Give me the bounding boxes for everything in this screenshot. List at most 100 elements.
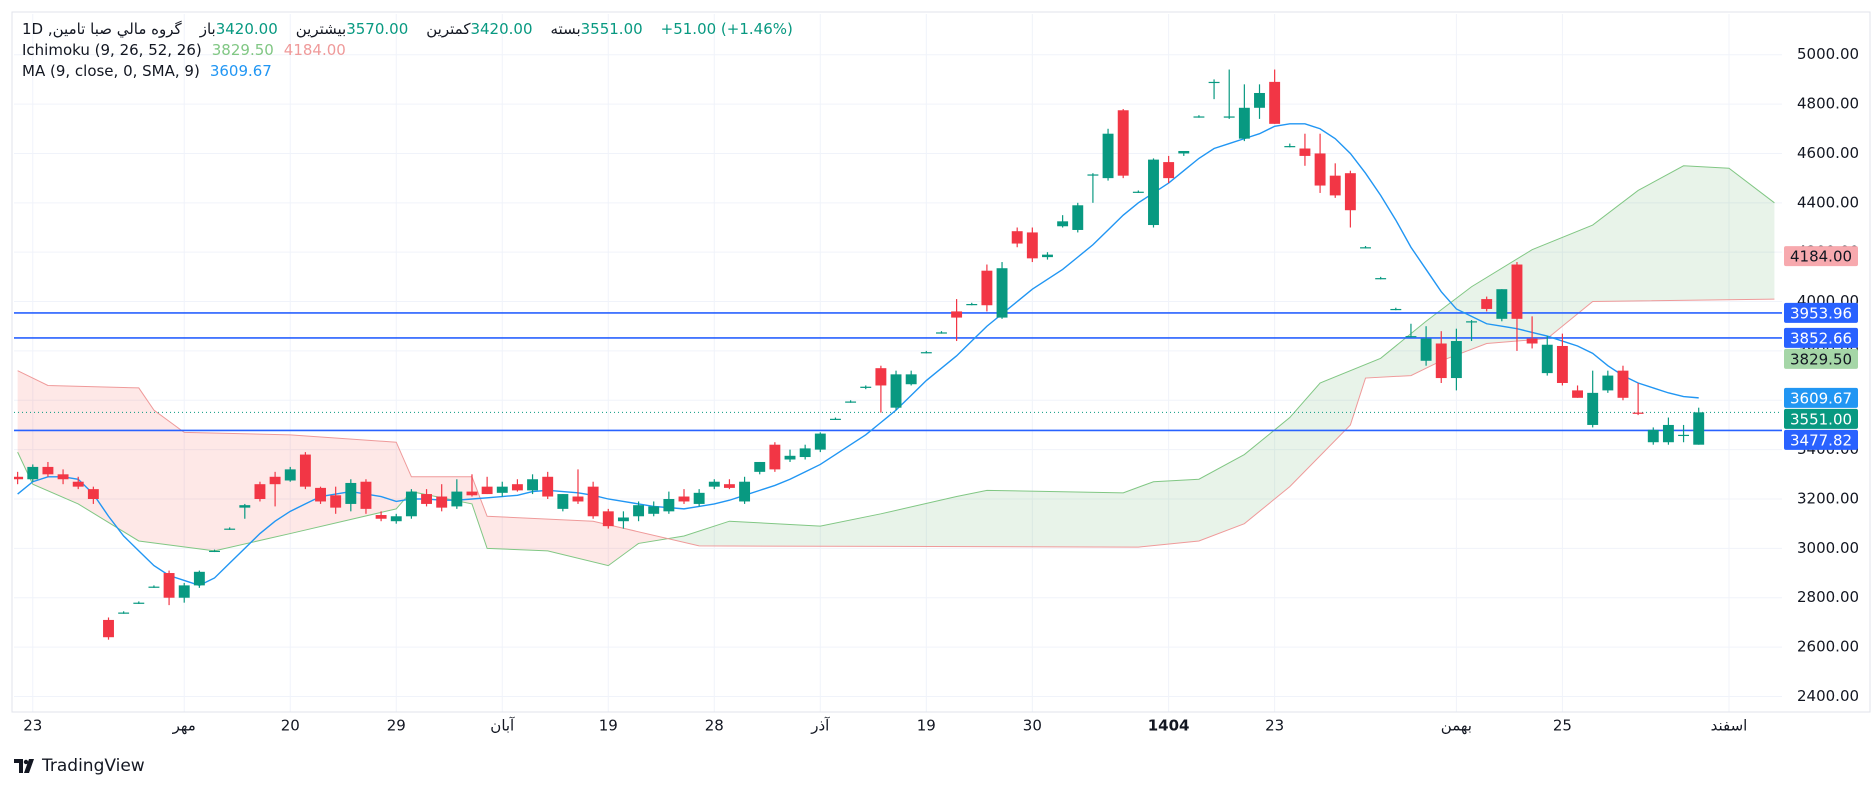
candle-body <box>648 506 660 514</box>
ohlc-item: بسته3551.00 <box>551 20 643 38</box>
indicator-name: Ichimoku (9, 26, 52, 26) <box>22 41 202 59</box>
candle-body <box>875 368 887 386</box>
candle-body <box>1284 146 1296 148</box>
cloud-fill <box>665 165 1775 548</box>
candle-body <box>209 550 220 553</box>
candle-body <box>1072 205 1084 230</box>
ma-line <box>17 123 1699 587</box>
x-tick-label: بهمن <box>1441 717 1472 735</box>
candle-body <box>87 489 99 499</box>
ohlc-values: باز3420.00 بیشترین3570.00 کمترین3420.00 بست… <box>188 20 643 38</box>
change: +51.00 (+1.46%) <box>660 20 793 38</box>
candle-body <box>178 585 190 598</box>
candle-body <box>148 586 160 588</box>
candle-body <box>920 352 932 354</box>
ohlc-item: بیشترین3570.00 <box>296 20 409 38</box>
candle-body <box>284 469 296 481</box>
candle-body <box>1632 412 1644 414</box>
x-tick-label: 1404 <box>1148 717 1190 735</box>
x-tick-label: آبان <box>490 717 515 735</box>
price-label: 3829.50 <box>1790 350 1852 368</box>
x-tick-label: آذر <box>810 717 830 735</box>
candle-body <box>890 374 902 408</box>
ohlc-label: باز <box>199 20 216 38</box>
candle-body <box>1102 133 1114 179</box>
candle-body <box>602 511 614 527</box>
candle-body <box>451 491 463 507</box>
indicator-value: 4184.00 <box>283 41 346 59</box>
candle-body <box>754 461 766 472</box>
candle-body <box>72 481 84 487</box>
candle-body <box>224 528 236 530</box>
axes: 2400.002600.002800.003000.003200.003400.… <box>11 11 1871 735</box>
candle-body <box>663 498 675 512</box>
candle-body <box>1572 390 1583 398</box>
candle-body <box>1511 264 1523 319</box>
cloud-fill <box>17 370 666 566</box>
indicator-value: 3609.67 <box>209 62 272 80</box>
candle-body <box>239 505 251 508</box>
candle-body <box>542 476 554 497</box>
candle-body <box>1344 173 1356 211</box>
price-label: 4184.00 <box>1790 248 1852 266</box>
y-tick-label: 2600.00 <box>1797 638 1859 656</box>
logo <box>14 759 34 773</box>
ohlc-value: 3551.00 <box>580 20 643 38</box>
candle-body <box>1132 191 1144 193</box>
candle-body <box>1299 148 1311 156</box>
price-label-box <box>1784 348 1858 369</box>
price-label: 3551.00 <box>1790 410 1852 428</box>
candle-body <box>1481 299 1493 309</box>
candle-body <box>1693 412 1705 445</box>
candle-body <box>845 401 857 403</box>
y-tick-label: 2800.00 <box>1797 588 1859 606</box>
x-tick-label: 25 <box>1553 717 1572 735</box>
candle-body <box>511 484 523 491</box>
x-tick-label: مهر <box>172 717 196 735</box>
candle-body <box>1148 159 1159 226</box>
candle-body <box>1678 434 1690 437</box>
candle-body <box>1254 92 1265 108</box>
indicator-value: 3829.50 <box>211 41 274 59</box>
ohlc-item: کمترین3420.00 <box>426 20 532 38</box>
candle-body <box>1541 344 1553 374</box>
y-tick-label: 4800.00 <box>1797 95 1859 113</box>
candle-body <box>723 484 735 488</box>
candle-body <box>299 454 311 487</box>
x-tick-label: 19 <box>917 717 936 735</box>
candle-body <box>1647 429 1659 443</box>
candle-body <box>1420 338 1432 361</box>
cloud-line <box>17 298 1775 548</box>
ohlc-label: کمترین <box>426 20 471 38</box>
candle-body <box>527 479 539 491</box>
candle-body <box>1026 232 1038 259</box>
candle-body <box>784 455 796 460</box>
candle-body <box>936 332 947 334</box>
candle-body <box>1496 289 1508 319</box>
ohlc-item: باز3420.00 <box>200 20 278 38</box>
candle-body <box>1587 392 1599 425</box>
candle-body <box>1238 107 1250 139</box>
price-label: 3852.66 <box>1790 329 1852 347</box>
price-label-box <box>1784 246 1858 267</box>
candle-body <box>390 516 402 522</box>
candle-body <box>1163 162 1175 179</box>
candle-body <box>1435 343 1447 379</box>
plot-area <box>14 69 1782 640</box>
candle-body <box>466 491 478 496</box>
indicator-legend: Ichimoku (9, 26, 52, 26) 3829.50 4184.00 <box>22 41 346 59</box>
candle-body <box>951 311 963 318</box>
candle-body <box>981 270 993 306</box>
candle-body <box>693 492 705 504</box>
symbol-legend: گروه مالي صبا تامين, 1D باز3420.00 بیشتری… <box>22 20 793 38</box>
candle-body <box>436 496 448 508</box>
candle-body <box>269 476 281 485</box>
candle-body <box>572 496 584 502</box>
price-label-box <box>1784 429 1858 450</box>
watermark: TradingView <box>14 756 145 776</box>
candle-body <box>1269 81 1281 124</box>
candle-body <box>103 619 114 638</box>
candle-body <box>1193 116 1205 118</box>
x-tick-label: 23 <box>1265 717 1284 735</box>
candle-body <box>1011 231 1023 244</box>
